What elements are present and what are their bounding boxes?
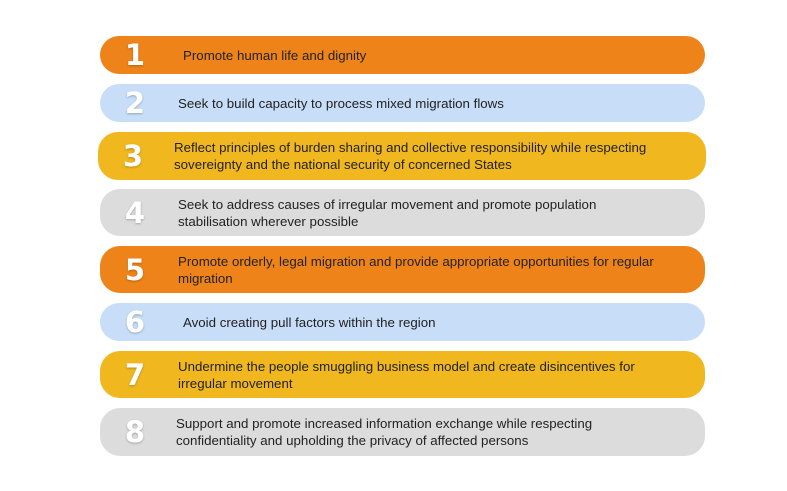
item-number: 6 — [124, 305, 146, 339]
item-number: 1 — [124, 38, 146, 72]
list-item-8: 8 Support and promote increased informat… — [100, 408, 705, 456]
item-text: Avoid creating pull factors within the r… — [183, 314, 436, 330]
item-text: Reflect principles of burden sharing and… — [174, 140, 647, 172]
list-item-2: 2 Seek to build capacity to process mixe… — [100, 84, 705, 122]
item-number: 8 — [124, 415, 146, 449]
list-item-4: 4 Seek to address causes of irregular mo… — [100, 189, 705, 236]
list-item-7: 7 Undermine the people smuggling busines… — [100, 351, 705, 398]
item-text: Promote human life and dignity — [183, 47, 367, 63]
item-text: Seek to address causes of irregular move… — [178, 196, 597, 229]
item-number: 7 — [124, 357, 146, 392]
item-text: Seek to build capacity to process mixed … — [178, 95, 504, 111]
item-text: Undermine the people smuggling business … — [178, 358, 635, 391]
item-number: 4 — [124, 195, 146, 230]
list-item-1: 1 Promote human life and dignity — [100, 36, 705, 74]
item-number: 5 — [124, 252, 146, 287]
list-item-5: 5 Promote orderly, legal migration and p… — [100, 246, 705, 293]
list-item-6: 6 Avoid creating pull factors within the… — [100, 303, 705, 341]
item-number: 2 — [124, 86, 146, 120]
item-text: Promote orderly, legal migration and pro… — [178, 253, 654, 286]
list-item-3: 3 Reflect principles of burden sharing a… — [98, 132, 706, 180]
item-text: Support and promote increased informatio… — [176, 416, 593, 448]
item-number: 3 — [122, 139, 144, 173]
